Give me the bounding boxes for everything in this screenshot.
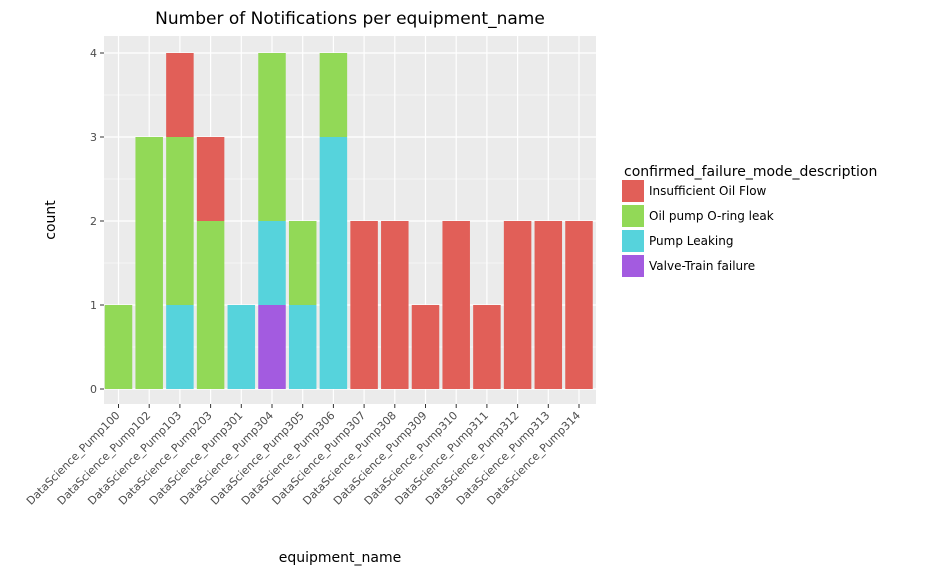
bar-segment	[135, 137, 163, 389]
y-tick-label: 4	[90, 47, 97, 60]
legend: confirmed_failure_mode_description Insuf…	[622, 164, 877, 277]
bar-segment	[442, 221, 470, 389]
bar-segment	[534, 221, 563, 389]
bars	[104, 53, 593, 389]
bar-segment	[473, 305, 501, 389]
legend-swatch	[622, 230, 644, 252]
bar-segment	[258, 53, 286, 221]
legend-label: Oil pump O-ring leak	[649, 209, 774, 223]
bar-segment	[166, 53, 194, 137]
y-tick-label: 3	[90, 131, 97, 144]
legend-swatch	[622, 255, 644, 277]
legend-swatch	[622, 205, 644, 227]
bar-segment	[288, 305, 317, 389]
bar-segment	[258, 221, 286, 305]
bar-segment	[166, 137, 194, 305]
bar-segment	[104, 305, 133, 389]
legend-label: Valve-Train failure	[649, 259, 755, 273]
bar-segment	[196, 221, 225, 389]
legend-swatch	[622, 180, 644, 202]
bar-segment	[503, 221, 532, 389]
legend-title: confirmed_failure_mode_description	[624, 164, 877, 180]
bar-segment	[258, 305, 286, 389]
axes: 01234DataScience_Pump100DataScience_Pump…	[24, 47, 583, 508]
bar-segment	[319, 53, 348, 137]
y-tick-label: 0	[90, 383, 97, 396]
y-tick-label: 1	[90, 299, 97, 312]
bar-segment	[166, 305, 194, 389]
bar-segment	[196, 137, 225, 221]
legend-items: Insufficient Oil Flow Oil pump O-ring lea…	[622, 180, 774, 277]
bar-segment	[565, 221, 593, 389]
legend-label: Pump Leaking	[649, 234, 733, 248]
y-axis-title: count	[43, 200, 59, 240]
bar-segment	[319, 137, 348, 389]
y-tick-label: 2	[90, 215, 97, 228]
x-axis-title: equipment_name	[279, 550, 401, 566]
chart-title: Number of Notifications per equipment_na…	[155, 9, 545, 29]
bar-segment	[411, 305, 440, 389]
bar-segment	[288, 221, 317, 305]
bar-segment	[227, 305, 256, 389]
bar-segment	[381, 221, 409, 389]
bar-segment	[350, 221, 378, 389]
legend-label: Insufficient Oil Flow	[649, 184, 767, 198]
